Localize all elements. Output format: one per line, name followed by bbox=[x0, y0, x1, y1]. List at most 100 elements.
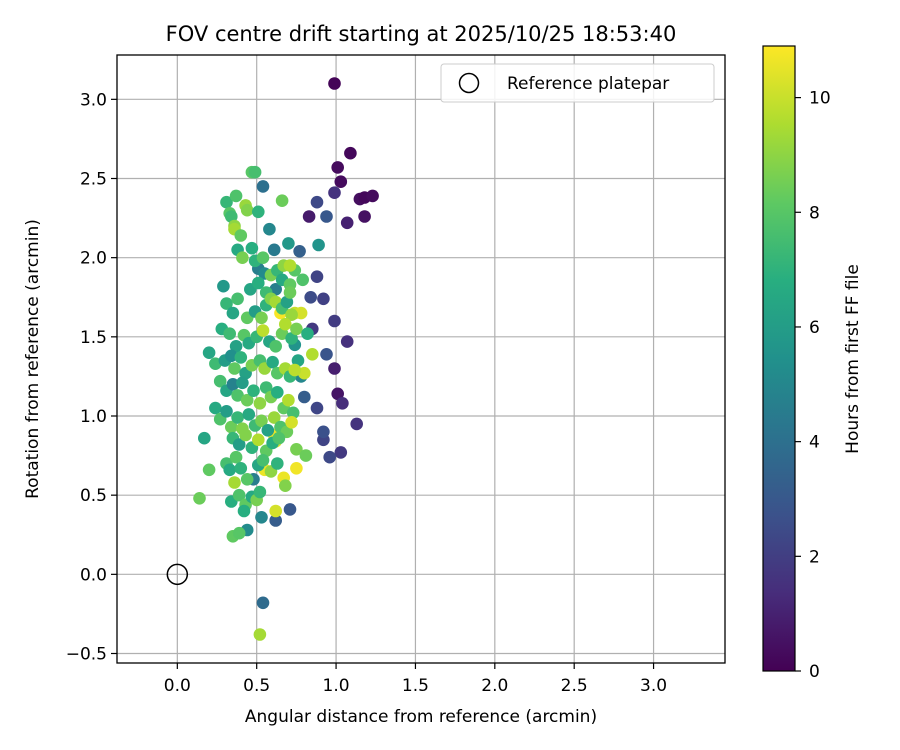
data-point bbox=[344, 146, 357, 160]
chart-title: FOV centre drift starting at 2025/10/25 … bbox=[166, 22, 677, 46]
colorbar-tick-label: 6 bbox=[809, 318, 820, 338]
y-axis-ticks: −0.5 0.0 0.5 1.0 1.5 2.0 2.5 3.0 bbox=[66, 90, 117, 665]
data-point bbox=[255, 414, 268, 428]
x-axis-label: Angular distance from reference (arcmin) bbox=[245, 707, 597, 727]
data-point bbox=[226, 378, 240, 391]
data-point bbox=[209, 357, 222, 371]
reference-platepar-marker bbox=[166, 563, 189, 586]
data-point bbox=[247, 384, 260, 398]
data-point bbox=[331, 161, 345, 174]
data-point bbox=[294, 306, 308, 320]
data-point bbox=[202, 346, 216, 360]
y-tick-label: 1.0 bbox=[80, 407, 107, 427]
data-point bbox=[290, 443, 303, 456]
data-point bbox=[285, 308, 298, 322]
data-point bbox=[334, 175, 348, 188]
data-point bbox=[231, 411, 244, 424]
data-point bbox=[323, 450, 337, 464]
data-point bbox=[256, 251, 270, 264]
data-point bbox=[263, 222, 276, 236]
data-point bbox=[251, 433, 265, 447]
data-point bbox=[239, 428, 252, 442]
data-point bbox=[229, 189, 243, 203]
colorbar-tick-label: 4 bbox=[809, 433, 820, 453]
data-point bbox=[232, 526, 246, 540]
data-point bbox=[272, 431, 286, 445]
data-point bbox=[282, 393, 295, 407]
data-point bbox=[198, 431, 211, 445]
data-point bbox=[223, 327, 236, 341]
x-tick-label: 0.0 bbox=[164, 676, 191, 696]
data-point bbox=[328, 186, 341, 199]
data-point bbox=[251, 276, 265, 290]
colorbar: 0 2 4 6 8 10 Hours from first FF file bbox=[762, 45, 863, 682]
data-point bbox=[242, 408, 256, 421]
data-point bbox=[358, 210, 371, 223]
data-point bbox=[271, 386, 284, 399]
data-point bbox=[334, 446, 348, 459]
reference-marker-layer bbox=[166, 563, 189, 586]
data-point bbox=[229, 340, 243, 353]
data-point bbox=[366, 189, 379, 203]
data-point bbox=[213, 374, 227, 388]
data-point bbox=[336, 397, 349, 410]
data-point bbox=[267, 243, 281, 257]
data-point bbox=[290, 322, 303, 336]
data-point bbox=[234, 229, 248, 242]
data-point bbox=[328, 362, 341, 375]
data-point bbox=[340, 216, 354, 230]
data-point bbox=[279, 317, 292, 331]
data-point bbox=[282, 237, 295, 250]
data-point bbox=[304, 291, 318, 304]
data-point bbox=[317, 292, 330, 306]
data-point bbox=[288, 363, 302, 377]
data-points bbox=[193, 77, 379, 641]
data-point bbox=[269, 283, 283, 296]
data-point bbox=[331, 387, 345, 401]
data-point bbox=[255, 311, 268, 325]
gridlines bbox=[117, 55, 725, 663]
data-point bbox=[256, 596, 270, 610]
data-point bbox=[228, 362, 241, 375]
data-point bbox=[220, 297, 233, 310]
legend: Reference platepar bbox=[440, 63, 715, 103]
y-tick-label: −0.5 bbox=[66, 645, 107, 665]
data-point bbox=[290, 462, 303, 475]
data-point bbox=[310, 270, 324, 284]
data-point bbox=[283, 503, 297, 516]
y-tick-label: 0.0 bbox=[80, 565, 107, 585]
data-point bbox=[280, 295, 294, 309]
data-point bbox=[267, 411, 281, 424]
data-point bbox=[236, 251, 249, 264]
data-point bbox=[266, 355, 279, 369]
data-point bbox=[302, 210, 316, 223]
x-tick-label: 3.0 bbox=[640, 676, 667, 696]
data-point bbox=[251, 205, 265, 219]
data-point bbox=[229, 450, 243, 464]
x-tick-label: 2.0 bbox=[481, 676, 508, 696]
data-point bbox=[225, 420, 238, 434]
data-point bbox=[312, 238, 325, 252]
data-point bbox=[234, 462, 248, 475]
data-point bbox=[255, 511, 268, 524]
colorbar-tick-label: 0 bbox=[809, 662, 820, 682]
colorbar-label: Hours from first FF file bbox=[843, 264, 863, 454]
data-point bbox=[240, 203, 254, 217]
data-point bbox=[217, 279, 230, 293]
data-point bbox=[193, 492, 206, 505]
legend-reference-marker bbox=[458, 72, 480, 94]
data-point bbox=[286, 406, 300, 420]
y-tick-label: 2.5 bbox=[80, 170, 107, 190]
data-point bbox=[298, 390, 311, 404]
data-point bbox=[320, 210, 333, 223]
data-point bbox=[283, 259, 297, 272]
data-point bbox=[220, 195, 233, 209]
data-point bbox=[285, 332, 298, 345]
data-point bbox=[261, 424, 275, 437]
data-point bbox=[223, 463, 236, 477]
data-point bbox=[317, 425, 330, 439]
data-point bbox=[231, 389, 244, 402]
data-point bbox=[285, 416, 298, 429]
data-point bbox=[240, 473, 254, 486]
data-point bbox=[310, 401, 324, 415]
